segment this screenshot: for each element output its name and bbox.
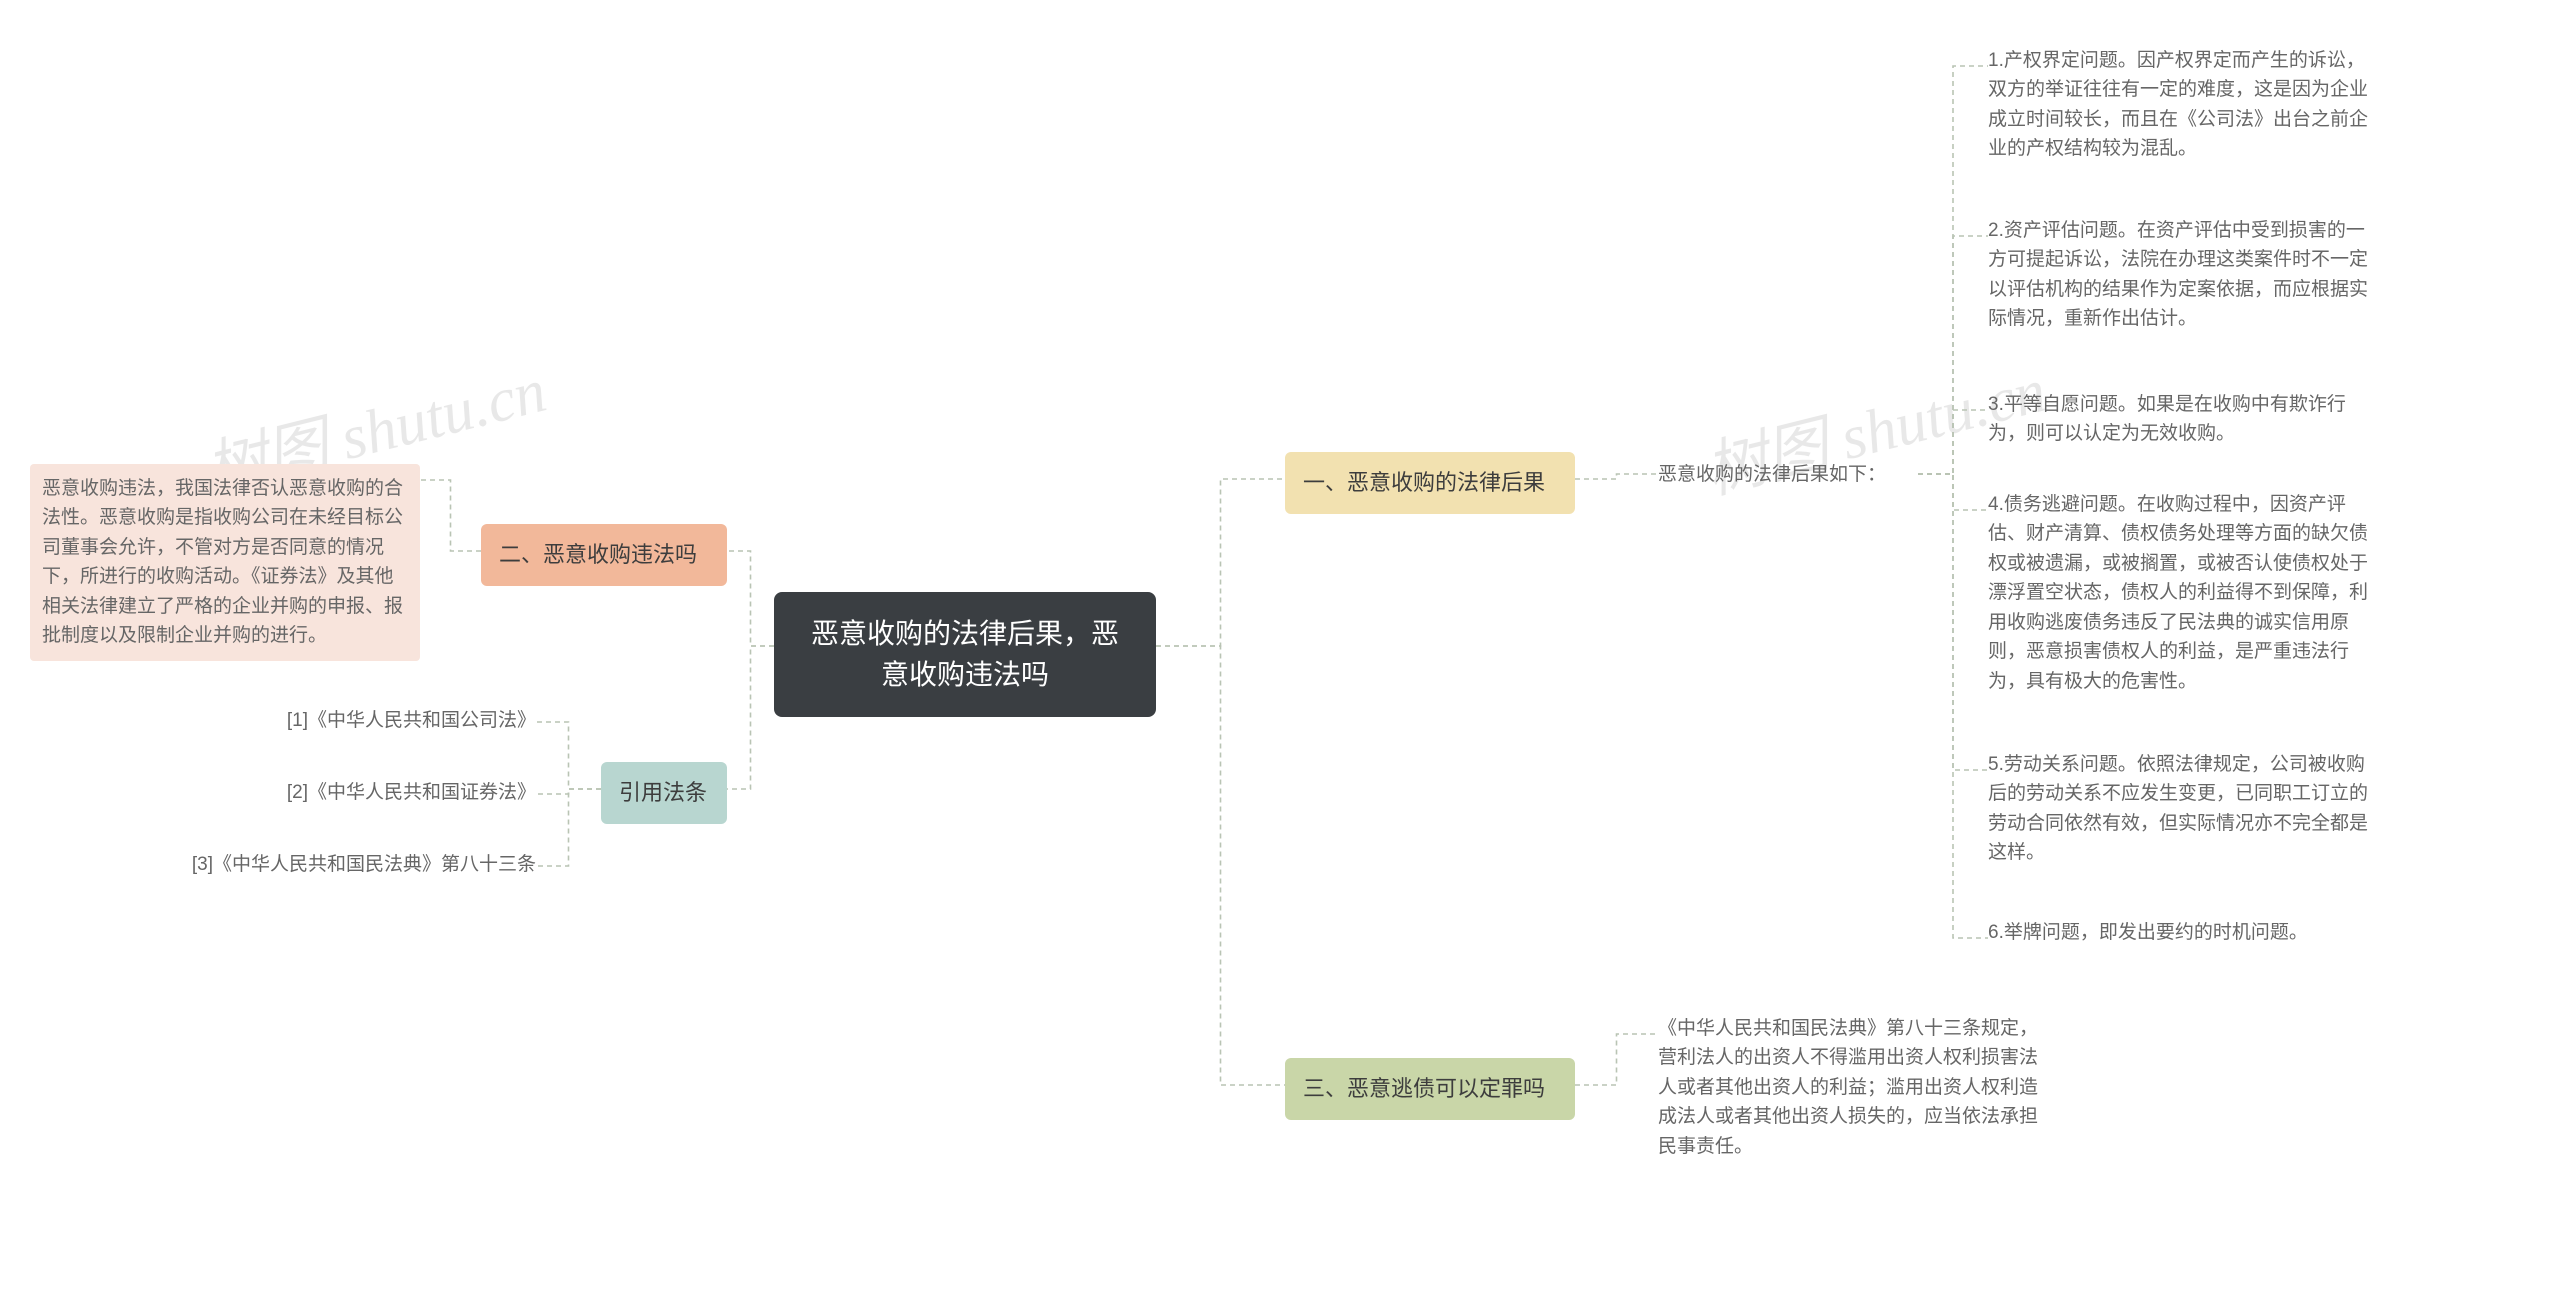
leaf-node: 《中华人民共和国民法典》第八十三条规定，营利法人的出资人不得滥用出资人权利损害法… <box>1658 1014 2048 1161</box>
leaf-node: 5.劳动关系问题。依照法律规定，公司被收购后的劳动关系不应发生变更，已同职工订立… <box>1988 750 2374 868</box>
leaf-node: 6.举牌问题，即发出要约的时机问题。 <box>1988 918 2374 947</box>
leaf-node: 2.资产评估问题。在资产评估中受到损害的一方可提起诉讼，法院在办理这类案件时不一… <box>1988 216 2374 334</box>
branch-node: 引用法条 <box>601 762 727 824</box>
leaf-node: [2]《中华人民共和国证券法》 <box>236 778 536 807</box>
branch-sublabel: 恶意收购的法律后果如下： <box>1658 460 1918 489</box>
branch-node: 二、恶意收购违法吗 <box>481 524 727 586</box>
leaf-node: [1]《中华人民共和国公司法》 <box>236 706 536 735</box>
mindmap-root: 恶意收购的法律后果，恶意收购违法吗 <box>774 592 1156 717</box>
leaf-node: 4.债务逃避问题。在收购过程中，因资产评估、财产清算、债权债务处理等方面的缺欠债… <box>1988 490 2374 696</box>
branch-node: 三、恶意逃债可以定罪吗 <box>1285 1058 1575 1120</box>
leaf-node: 恶意收购违法，我国法律否认恶意收购的合法性。恶意收购是指收购公司在未经目标公司董… <box>30 464 420 661</box>
leaf-node: 1.产权界定问题。因产权界定而产生的诉讼，双方的举证往往有一定的难度，这是因为企… <box>1988 46 2374 164</box>
leaf-node: 3.平等自愿问题。如果是在收购中有欺诈行为，则可以认定为无效收购。 <box>1988 390 2374 449</box>
branch-node: 一、恶意收购的法律后果 <box>1285 452 1575 514</box>
leaf-node: [3]《中华人民共和国民法典》第八十三条 <box>124 850 536 879</box>
